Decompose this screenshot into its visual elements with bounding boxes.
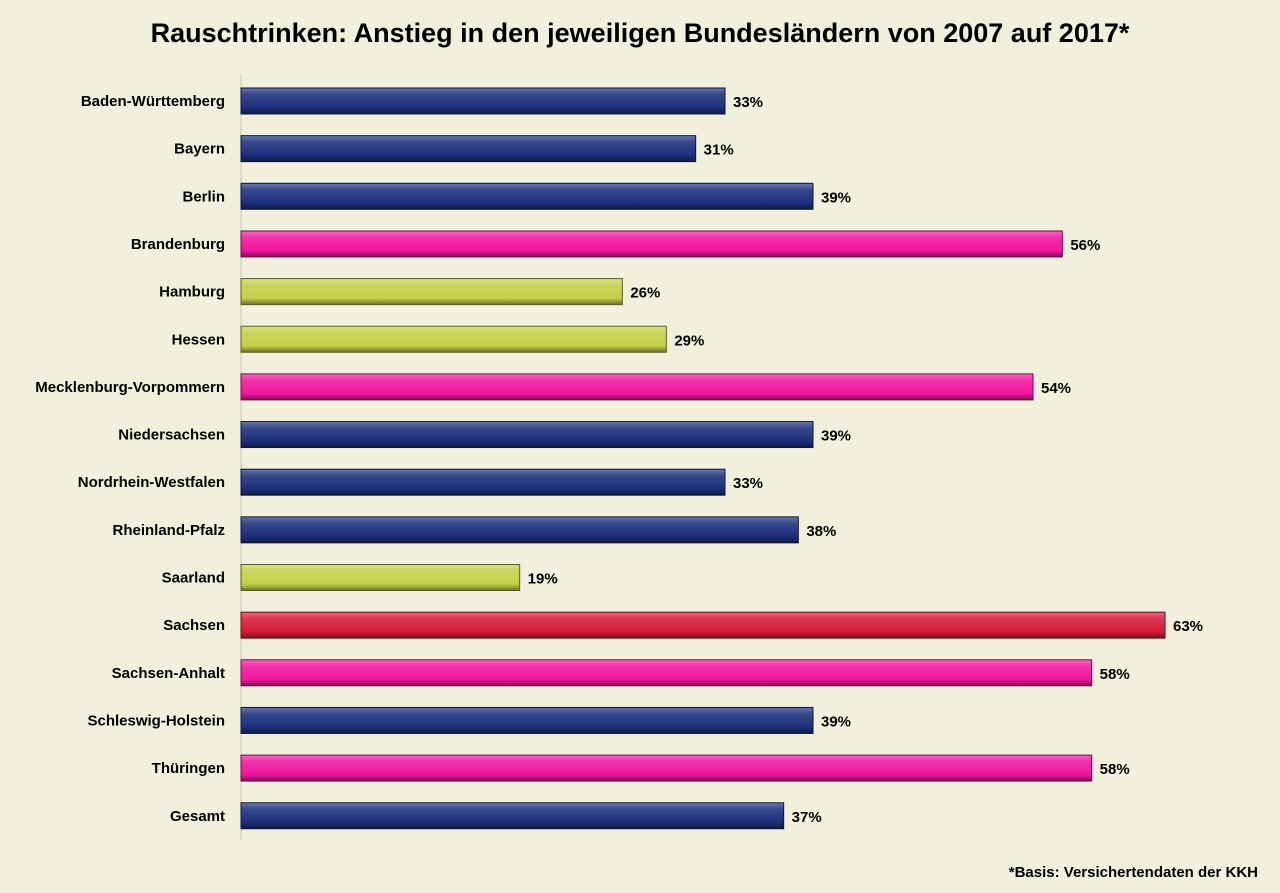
category-label: Baden-Württemberg	[81, 93, 225, 110]
bar-12	[240, 659, 1093, 687]
bar-4	[240, 278, 623, 306]
data-label: 54%	[1041, 380, 1071, 397]
data-label: 56%	[1070, 237, 1100, 254]
data-label: 31%	[704, 142, 734, 159]
category-label: Sachsen-Anhalt	[112, 665, 225, 682]
category-label: Berlin	[182, 188, 225, 205]
chart-title: Rauschtrinken: Anstieg in den jeweiligen…	[150, 18, 1130, 48]
bar-5	[240, 325, 667, 353]
data-label: 58%	[1100, 666, 1130, 683]
bar-10	[240, 564, 521, 591]
category-label: Brandenburg	[131, 236, 225, 253]
bar-15	[240, 802, 785, 830]
bar-6	[240, 373, 1034, 401]
category-label: Thüringen	[152, 760, 225, 777]
category-label: Bayern	[174, 141, 225, 158]
category-label: Sachsen	[163, 617, 225, 634]
data-label: 58%	[1100, 761, 1130, 778]
data-label: 39%	[821, 428, 851, 445]
bar-9	[240, 516, 799, 544]
data-label: 38%	[806, 523, 836, 540]
data-label: 19%	[528, 571, 558, 588]
bar-3	[240, 230, 1063, 258]
data-label: 29%	[674, 332, 704, 349]
bar-11	[240, 611, 1166, 639]
bar-7	[240, 421, 814, 449]
data-label: 39%	[821, 713, 851, 730]
bar-8	[240, 468, 726, 496]
data-label: 26%	[630, 285, 660, 302]
category-label: Schleswig-Holstein	[87, 712, 225, 729]
category-label: Niedersachsen	[118, 427, 225, 444]
bar-2	[240, 182, 814, 210]
category-label: Rheinland-Pfalz	[112, 522, 225, 539]
data-label: 37%	[792, 809, 822, 826]
bar-1	[240, 135, 697, 163]
category-label: Saarland	[162, 570, 225, 587]
data-label: 33%	[733, 475, 763, 492]
category-label: Nordrhein-Westfalen	[78, 474, 225, 491]
category-label: Hessen	[172, 331, 225, 348]
data-label: 39%	[821, 189, 851, 206]
category-label: Mecklenburg-Vorpommern	[35, 379, 225, 396]
footnote: *Basis: Versichertendaten der KKH	[1008, 864, 1258, 881]
bar-14	[240, 754, 1093, 782]
category-label: Gesamt	[170, 808, 225, 825]
category-label: Hamburg	[159, 284, 225, 301]
data-label: 63%	[1173, 618, 1203, 635]
data-label: 33%	[733, 94, 763, 111]
bar-13	[240, 706, 814, 734]
bar-0	[240, 87, 726, 115]
